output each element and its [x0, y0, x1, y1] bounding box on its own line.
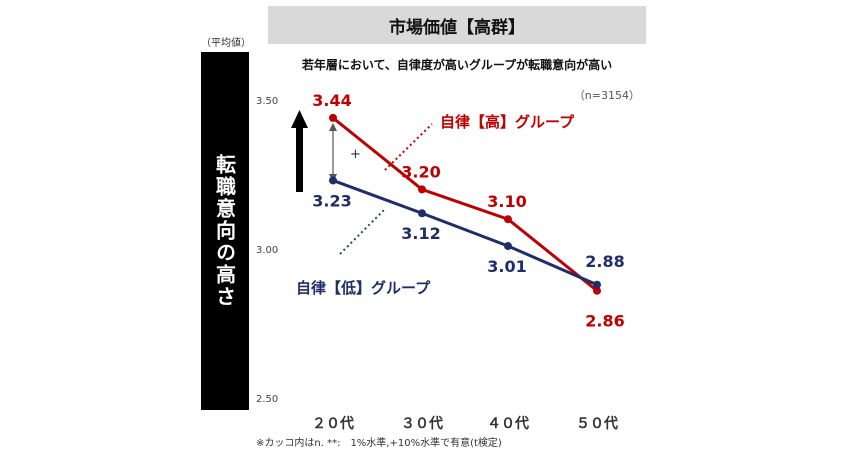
series-line	[332, 116, 598, 292]
data-point	[593, 280, 601, 289]
data-point	[329, 176, 337, 185]
data-label: 3.23	[312, 191, 351, 210]
sample-size: （n=3154）	[574, 89, 640, 102]
data-label: 3.44	[312, 91, 351, 110]
x-tick-label: ５０代	[576, 415, 618, 432]
increase-arrow-icon	[291, 110, 308, 192]
high-group-leader-line	[384, 123, 433, 171]
y-tick-label: 3.50	[256, 96, 278, 107]
data-label: 2.86	[585, 312, 624, 331]
series-line	[332, 179, 598, 287]
data-point	[504, 215, 512, 224]
high-group-legend: 自律【高】グループ	[440, 113, 575, 131]
significance-mark: +	[350, 147, 361, 162]
y-axis-label: 転職意向の高さ	[212, 154, 237, 308]
data-point	[418, 185, 426, 194]
data-label: 3.20	[401, 162, 440, 181]
data-point	[593, 286, 601, 295]
data-point	[504, 242, 512, 251]
data-label: 3.01	[487, 257, 526, 276]
unit-label: （平均値）	[201, 38, 251, 49]
data-label: 2.88	[585, 252, 624, 271]
data-point	[329, 113, 337, 122]
data-label: 3.10	[487, 192, 526, 211]
low-group-leader-line	[339, 209, 385, 255]
chart-subtitle: 若年層において、自律度が高いグループが転職意向が高い	[301, 58, 613, 72]
x-tick-label: ３０代	[401, 415, 443, 432]
x-tick-label: ２０代	[312, 415, 354, 432]
data-point	[418, 209, 426, 218]
y-tick-label: 2.50	[256, 394, 278, 405]
low-group-legend: 自律【低】グループ	[296, 279, 431, 297]
difference-bracket-icon	[329, 123, 337, 182]
chart-title: 市場価値【高群】	[268, 6, 646, 44]
data-label: 3.12	[401, 224, 440, 243]
footnote: ※カッコ内はn. **: 1%水準,+10%水準で有意(t検定)	[256, 438, 502, 449]
y-tick-label: 3.00	[256, 245, 278, 256]
x-tick-label: ４０代	[487, 415, 529, 432]
y-axis-label-band: 転職意向の高さ	[201, 52, 249, 410]
